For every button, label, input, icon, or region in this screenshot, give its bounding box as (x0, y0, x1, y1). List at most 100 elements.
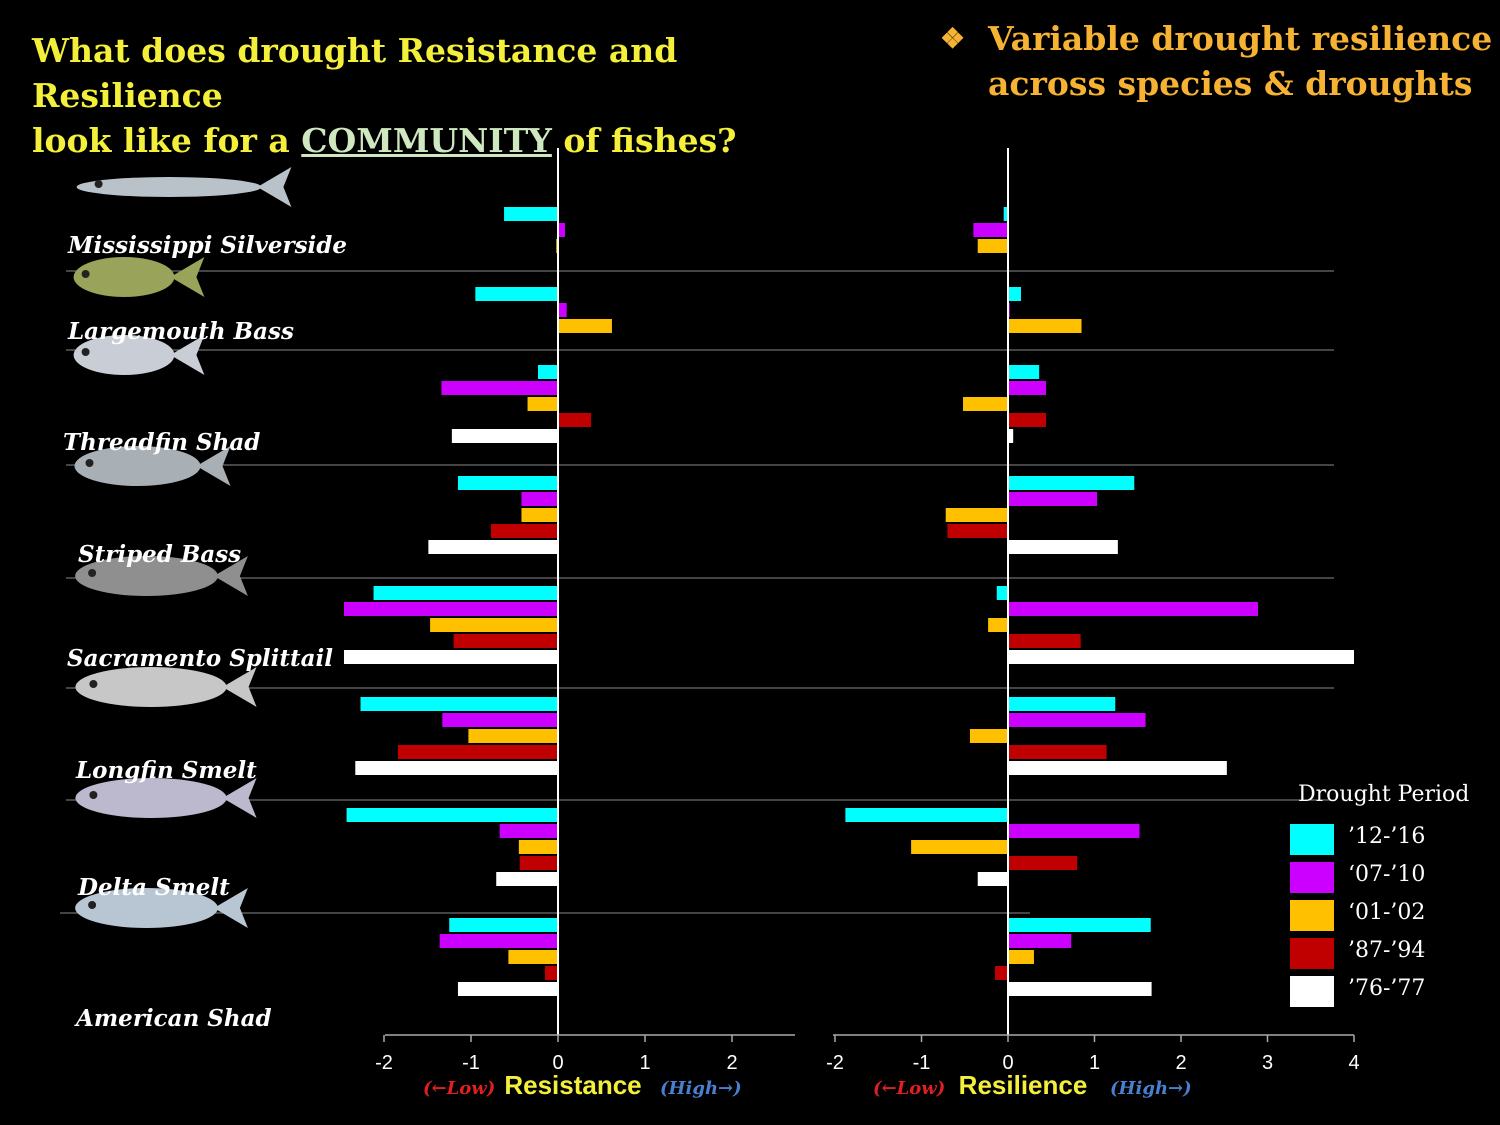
bar (1008, 713, 1146, 727)
legend-swatch (1290, 976, 1334, 1007)
bar (969, 729, 1008, 743)
bar (1008, 319, 1082, 333)
slide-title: What does drought Resistance and Resilie… (32, 28, 852, 163)
x-tick-label: -1 (913, 1052, 931, 1074)
species-label: Threadfin Shad (63, 429, 260, 456)
legend-swatch (1290, 824, 1334, 855)
bar (504, 207, 558, 221)
bar (519, 856, 558, 870)
legend-item: ’87-’94 (1288, 936, 1498, 974)
axis-low-label: (←Low) (423, 1078, 495, 1099)
fish-eye (89, 791, 98, 799)
bar (1008, 950, 1034, 964)
fish-icon (75, 778, 257, 818)
bar (1008, 918, 1151, 932)
fish-icon (75, 667, 257, 707)
fish-eye (81, 270, 90, 278)
bar (355, 761, 558, 775)
species-label: Mississippi Silverside (67, 232, 347, 259)
bar (963, 397, 1008, 411)
bar (442, 713, 558, 727)
fish-tail (196, 446, 231, 486)
bar (439, 934, 558, 948)
fish-icon (75, 888, 248, 928)
bar (544, 966, 558, 980)
fish-icon (76, 167, 292, 207)
bar (508, 950, 558, 964)
x-tick-label: -1 (462, 1052, 480, 1074)
fish-eye (94, 180, 103, 188)
species-label: Delta Smelt (77, 874, 230, 901)
legend-swatch (1290, 900, 1334, 931)
bar (1008, 540, 1118, 554)
legend-label: ‘07-’10 (1348, 862, 1426, 887)
legend-title: Drought Period (1298, 782, 1470, 807)
title-emphasis: COMMUNITY (301, 121, 552, 160)
fish-tail (222, 667, 257, 707)
bar (988, 618, 1008, 632)
bar (1008, 476, 1135, 490)
species-label: American Shad (74, 1005, 272, 1032)
bar (441, 381, 558, 395)
bar (451, 429, 558, 443)
bar (977, 872, 1008, 886)
key-point-text: Variable drought resilience across speci… (988, 19, 1493, 103)
bar (1008, 982, 1152, 996)
bar (1008, 602, 1258, 616)
x-tick-label: 2 (1175, 1052, 1186, 1074)
bar (428, 540, 558, 554)
fish-body (75, 667, 227, 707)
title-part3: of fishes? (551, 121, 737, 160)
bar (521, 492, 558, 506)
bar (1008, 429, 1014, 443)
bar (1008, 934, 1072, 948)
fish-icon (73, 257, 205, 297)
fish-eye (81, 348, 90, 356)
bar (346, 808, 558, 822)
bar (1008, 650, 1354, 664)
fish-eye (89, 680, 98, 688)
fish-icon (74, 446, 231, 486)
bar (457, 476, 558, 490)
bar (558, 223, 565, 237)
x-tick-label: 2 (726, 1052, 737, 1074)
fish-eye (88, 901, 97, 909)
bar (1008, 381, 1047, 395)
bar (558, 303, 567, 317)
bar (537, 365, 558, 379)
bar (973, 223, 1008, 237)
x-tick-label: 1 (1089, 1052, 1100, 1074)
axis-title: Resistance (504, 1070, 641, 1100)
bar (499, 824, 558, 838)
bar (491, 524, 558, 538)
legend-label: ’76-’77 (1348, 976, 1426, 1001)
title-part2: look like for a (32, 121, 302, 160)
axis-low-label: (←Low) (873, 1078, 945, 1099)
bar (996, 586, 1008, 600)
legend-label: ’12-’16 (1348, 824, 1426, 849)
fish-body (76, 177, 262, 197)
bar (343, 602, 558, 616)
legend: Drought Period ’12-’16 ‘07-’10 ‘01-’02 ’… (1288, 782, 1498, 1012)
fish-tail (213, 556, 248, 596)
x-tick-label: 4 (1348, 1052, 1359, 1074)
species-label: Sacramento Splittail (67, 645, 333, 672)
axis-title: Resilience (959, 1070, 1088, 1100)
legend-item: ‘07-’10 (1288, 860, 1498, 898)
bar (453, 634, 558, 648)
bar (1008, 287, 1021, 301)
bar (475, 287, 558, 301)
fish-tail (213, 888, 248, 928)
fish-tail (170, 257, 205, 297)
bar (558, 319, 612, 333)
legend-swatch (1290, 938, 1334, 969)
bar (457, 982, 558, 996)
bar (977, 239, 1008, 253)
bar (1008, 634, 1081, 648)
fish-icon (75, 556, 248, 596)
bullet-diamond-icon: ❖ (940, 22, 966, 55)
species-label: Striped Bass (78, 541, 241, 568)
legend-item: ‘01-’02 (1288, 898, 1498, 936)
bar (995, 966, 1008, 980)
